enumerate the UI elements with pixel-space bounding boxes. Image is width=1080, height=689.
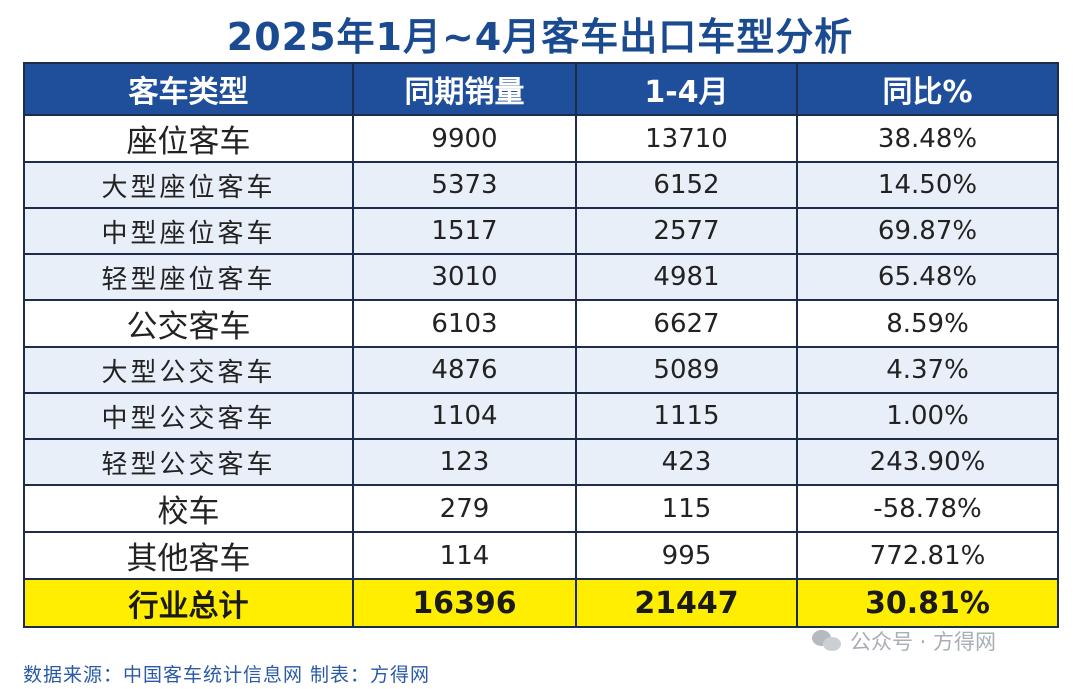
prior-sales-cell: 6103	[352, 299, 577, 348]
prior-sales-cell: 114	[352, 531, 577, 580]
prior-sales-cell: 5373	[352, 161, 577, 209]
yoy-cell: 1.00%	[796, 392, 1059, 440]
prior-sales-cell: 9900	[352, 114, 577, 163]
jan-apr-cell: 2577	[575, 207, 798, 255]
table-row: 中型公交客车 1104 1115 1.00%	[23, 392, 1059, 440]
type-cell: 轻型公交客车	[23, 438, 354, 486]
jan-apr-cell: 423	[575, 438, 798, 486]
type-cell: 中型公交客车	[23, 392, 354, 440]
total-row: 行业总计 16396 21447 30.81%	[23, 578, 1059, 628]
yoy-cell: 4.37%	[796, 346, 1059, 394]
prior-sales-cell: 16396	[352, 578, 577, 628]
yoy-cell: 772.81%	[796, 531, 1059, 580]
jan-apr-cell: 4981	[575, 253, 798, 301]
table-row: 大型公交客车 4876 5089 4.37%	[23, 346, 1059, 394]
column-header-prior-sales: 同期销量	[352, 62, 577, 116]
prior-sales-cell: 4876	[352, 346, 577, 394]
wechat-icon	[812, 630, 842, 652]
yoy-cell: 8.59%	[796, 299, 1059, 348]
table-row: 轻型座位客车 3010 4981 65.48%	[23, 253, 1059, 301]
table-row: 校车 279 115 -58.78%	[23, 484, 1059, 533]
yoy-cell: 38.48%	[796, 114, 1059, 163]
prior-sales-cell: 123	[352, 438, 577, 486]
export-table: 客车类型 同期销量 1-4月 同比% 座位客车 9900 13710 38.48% 大型…	[23, 62, 1059, 628]
type-cell: 大型公交客车	[23, 346, 354, 394]
page-title: 2025年1月~4月客车出口车型分析	[226, 15, 854, 59]
watermark: 公众号 · 方得网	[812, 626, 996, 656]
jan-apr-cell: 6627	[575, 299, 798, 348]
yoy-cell: -58.78%	[796, 484, 1059, 533]
column-header-type: 客车类型	[23, 62, 354, 116]
type-cell: 轻型座位客车	[23, 253, 354, 301]
type-cell: 校车	[23, 484, 354, 533]
type-cell: 行业总计	[23, 578, 354, 628]
source-note: 数据来源：中国客车统计信息网 制表：方得网	[23, 664, 431, 686]
type-cell: 中型座位客车	[23, 207, 354, 255]
yoy-cell: 65.48%	[796, 253, 1059, 301]
prior-sales-cell: 279	[352, 484, 577, 533]
type-cell: 其他客车	[23, 531, 354, 580]
column-header-yoy: 同比%	[796, 62, 1059, 116]
table-header-row: 客车类型 同期销量 1-4月 同比%	[23, 62, 1059, 116]
prior-sales-cell: 1517	[352, 207, 577, 255]
jan-apr-cell: 6152	[575, 161, 798, 209]
jan-apr-cell: 13710	[575, 114, 798, 163]
type-cell: 座位客车	[23, 114, 354, 163]
jan-apr-cell: 5089	[575, 346, 798, 394]
jan-apr-cell: 1115	[575, 392, 798, 440]
table-row: 大型座位客车 5373 6152 14.50%	[23, 161, 1059, 209]
prior-sales-cell: 1104	[352, 392, 577, 440]
yoy-cell: 30.81%	[796, 578, 1059, 628]
prior-sales-cell: 3010	[352, 253, 577, 301]
table-row: 轻型公交客车 123 423 243.90%	[23, 438, 1059, 486]
yoy-cell: 243.90%	[796, 438, 1059, 486]
table-row: 中型座位客车 1517 2577 69.87%	[23, 207, 1059, 255]
yoy-cell: 14.50%	[796, 161, 1059, 209]
yoy-cell: 69.87%	[796, 207, 1059, 255]
watermark-text: 公众号 · 方得网	[850, 630, 997, 654]
jan-apr-cell: 21447	[575, 578, 798, 628]
table-row: 公交客车 6103 6627 8.59%	[23, 299, 1059, 348]
jan-apr-cell: 995	[575, 531, 798, 580]
jan-apr-cell: 115	[575, 484, 798, 533]
type-cell: 大型座位客车	[23, 161, 354, 209]
type-cell: 公交客车	[23, 299, 354, 348]
table-row: 座位客车 9900 13710 38.48%	[23, 114, 1059, 163]
column-header-jan-apr: 1-4月	[575, 62, 798, 116]
table-row: 其他客车 114 995 772.81%	[23, 531, 1059, 580]
